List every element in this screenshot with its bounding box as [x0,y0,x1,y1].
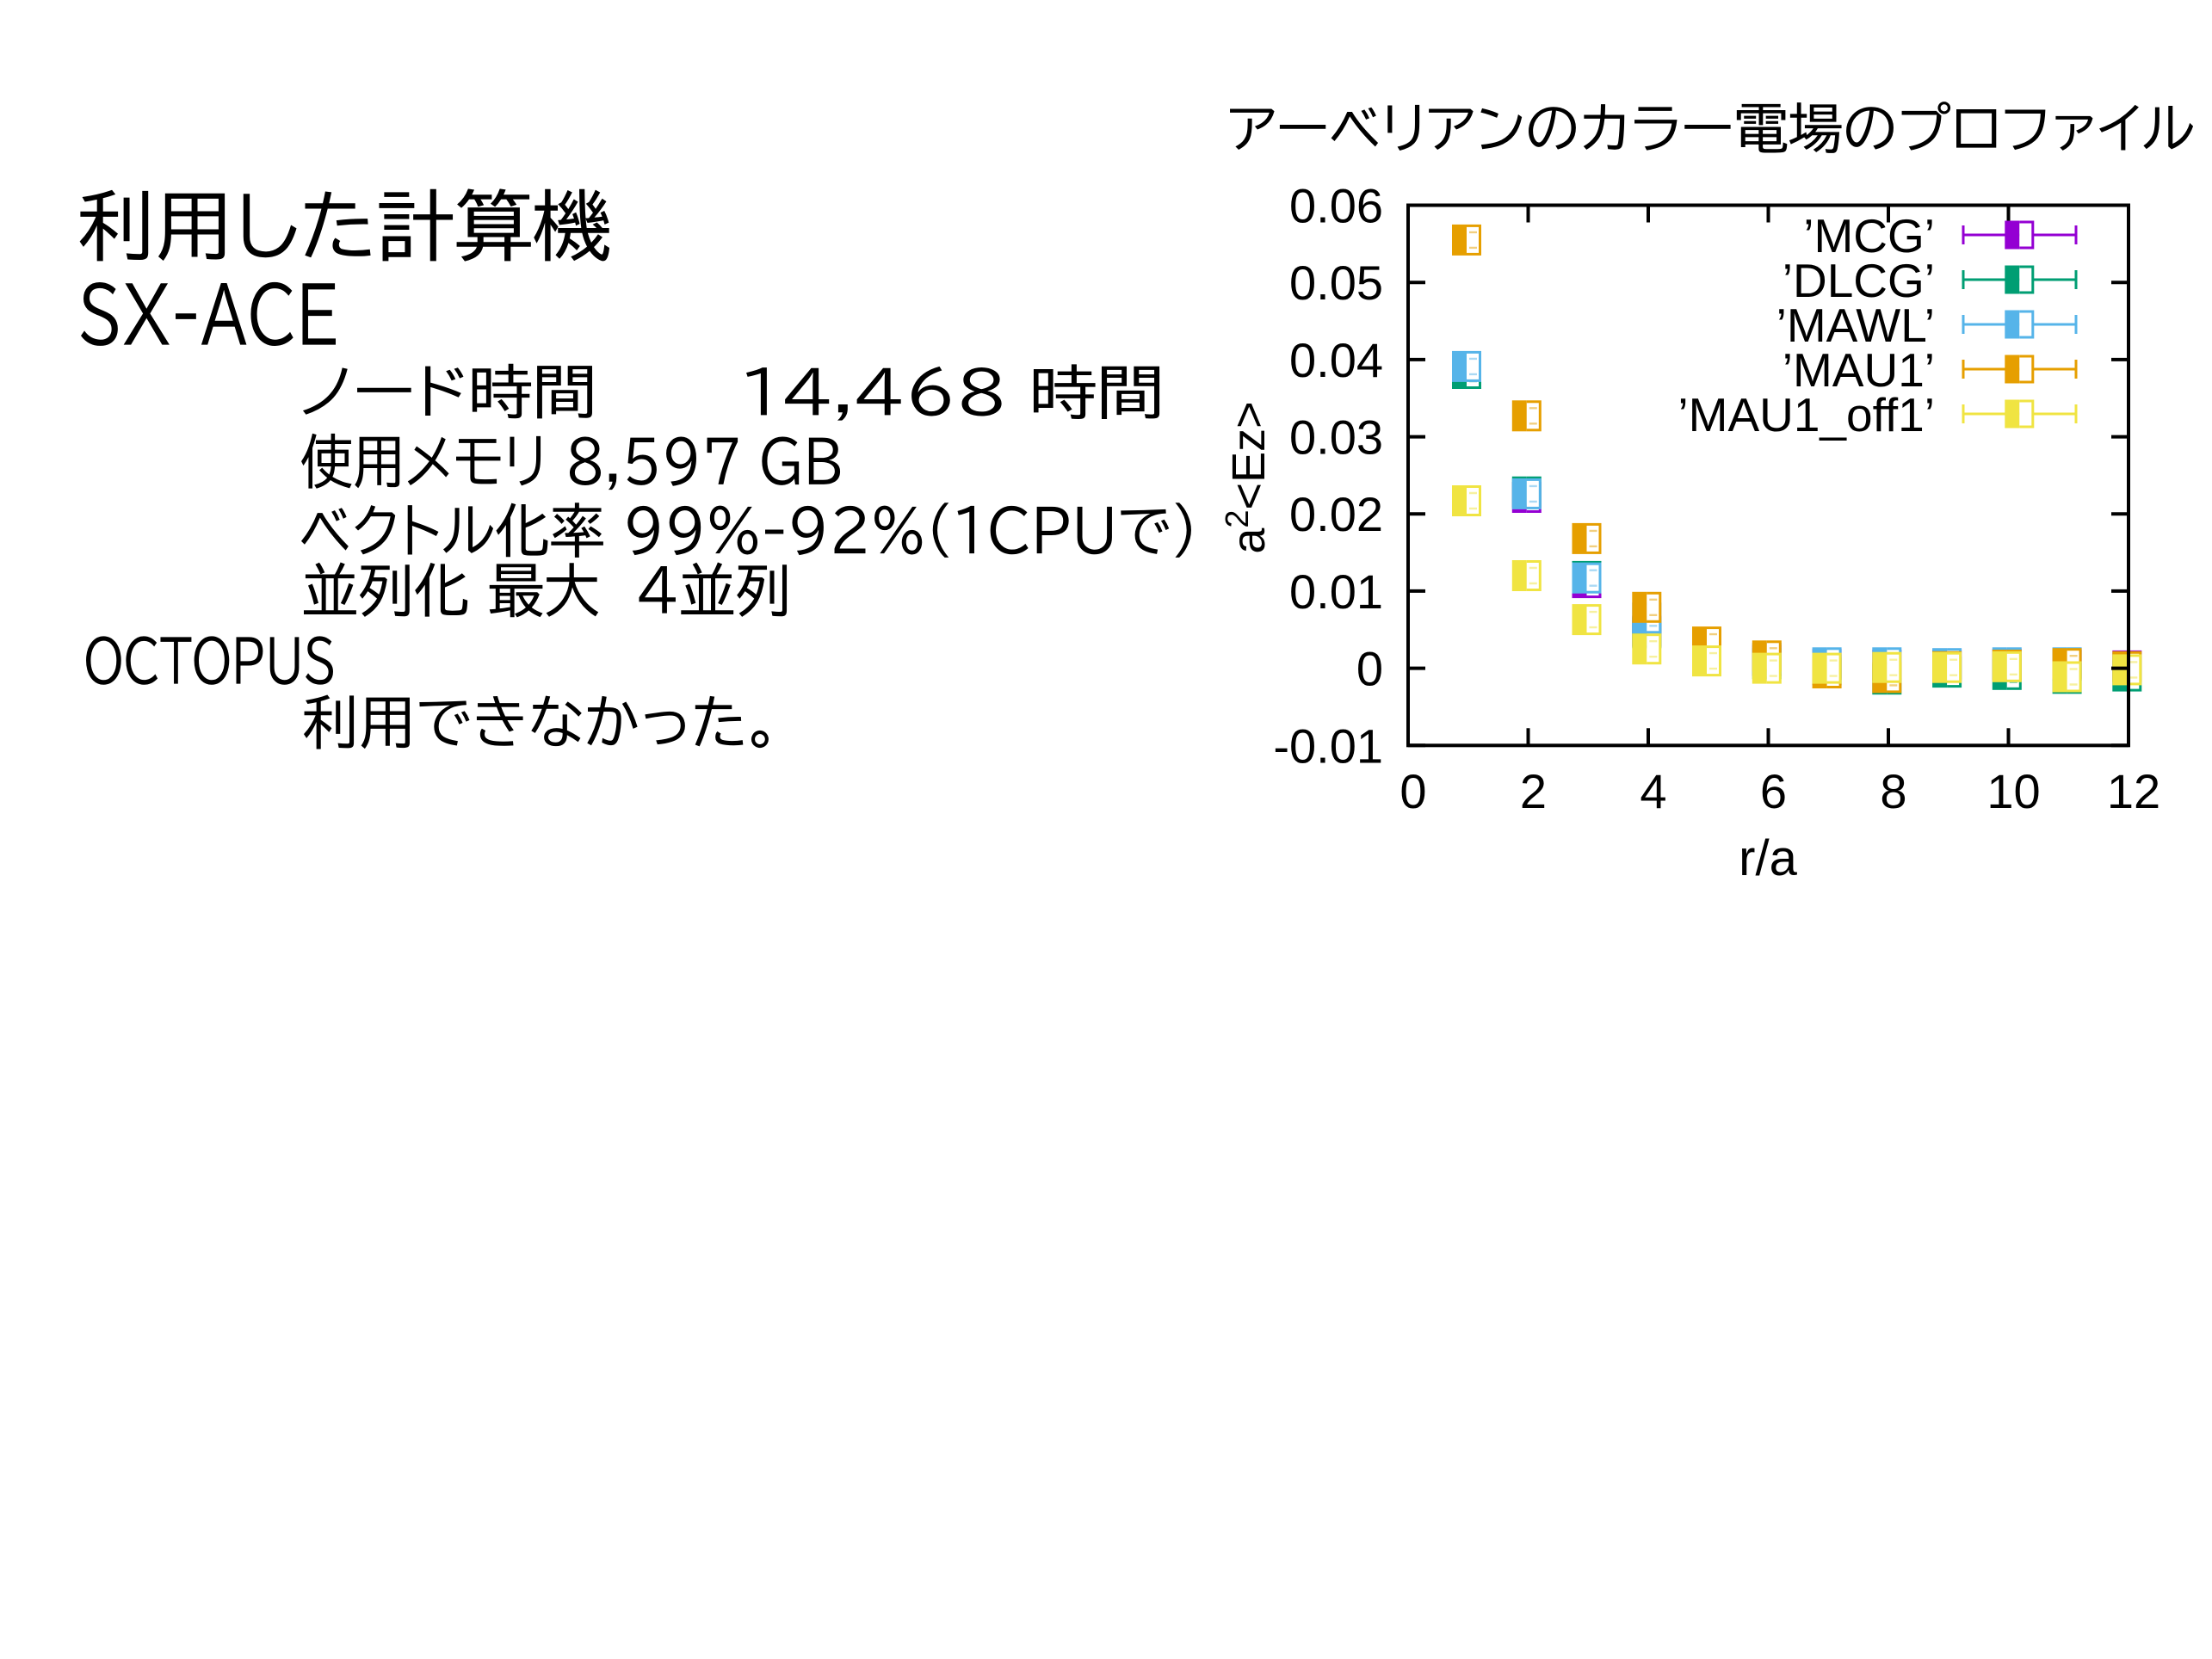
svg-text:4: 4 [1640,764,1666,818]
svg-text:8: 8 [1880,764,1906,818]
svg-text:’DLCG’: ’DLCG’ [1783,254,1935,307]
svg-text:0.04: 0.04 [1289,333,1383,387]
svg-text:r/a: r/a [1739,830,1797,886]
svg-text:6: 6 [1760,764,1787,818]
svg-text:-0.01: -0.01 [1273,718,1383,773]
svg-text:2: 2 [1520,764,1547,818]
svg-text:0: 0 [1399,764,1426,818]
svg-text:0.03: 0.03 [1289,410,1383,465]
svg-text:0.06: 0.06 [1289,179,1383,233]
svg-text:’MAWL’: ’MAWL’ [1776,299,1935,352]
svg-text:0: 0 [1356,642,1383,696]
svg-text:0.05: 0.05 [1289,256,1383,310]
svg-text:12: 12 [2107,764,2160,818]
svg-text:a2<Ez>: a2<Ez> [1220,401,1275,553]
svg-text:’MAU1’: ’MAU1’ [1783,343,1935,397]
svg-text:10: 10 [1986,764,2040,818]
svg-text:’MCG’: ’MCG’ [1803,209,1935,262]
svg-text:0.01: 0.01 [1289,564,1383,619]
svg-text:’MAU1_off1’: ’MAU1_off1’ [1678,388,1935,441]
svg-text:0.02: 0.02 [1289,487,1383,541]
